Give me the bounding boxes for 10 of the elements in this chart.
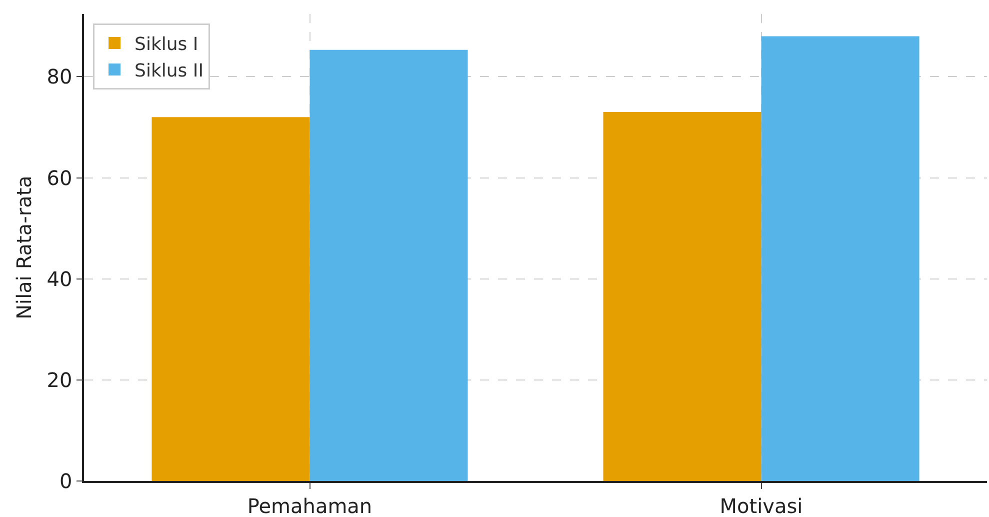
- y-tick-label: 20: [46, 368, 72, 392]
- y-tick-label: 80: [46, 64, 72, 89]
- legend-label: Siklus II: [134, 60, 204, 82]
- x-tick-label: Motivasi: [720, 494, 803, 517]
- y-tick-label: 40: [46, 266, 72, 291]
- y-tick-label: 0: [60, 469, 72, 493]
- x-tick-label: Pemahaman: [247, 494, 372, 517]
- y-tick-label: 60: [46, 166, 72, 190]
- y-axis-title: Nilai Rata-rata: [12, 176, 36, 320]
- legend-label: Siklus I: [134, 34, 198, 56]
